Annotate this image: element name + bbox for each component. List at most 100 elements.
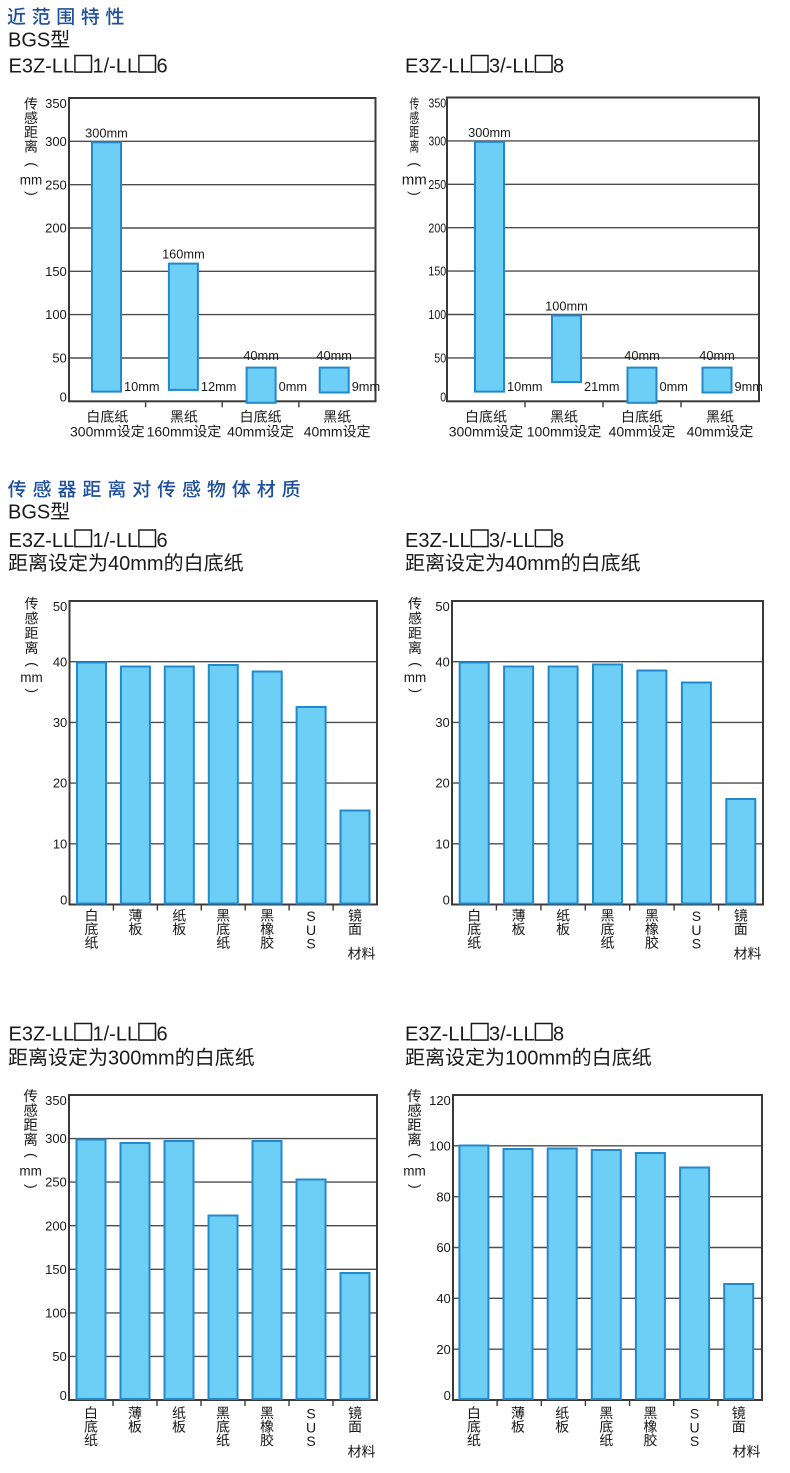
svg-text:S: S	[690, 1433, 699, 1449]
svg-text:(: (	[408, 162, 424, 167]
svg-text:150: 150	[45, 264, 67, 279]
svg-text:60: 60	[436, 1240, 450, 1255]
svg-text:200: 200	[428, 220, 446, 235]
svg-text:(: (	[24, 162, 40, 167]
svg-text:(: (	[408, 1153, 424, 1158]
svg-text:40: 40	[436, 1291, 450, 1306]
svg-text:30: 30	[53, 715, 67, 730]
svg-text:300: 300	[428, 134, 446, 149]
svg-text:0: 0	[60, 1388, 67, 1403]
svg-text:S: S	[690, 1406, 699, 1422]
svg-text:80: 80	[436, 1189, 450, 1204]
svg-text:40mm: 40mm	[227, 423, 266, 439]
svg-text:S: S	[692, 908, 701, 924]
svg-text:1/-LL: 1/-LL	[93, 530, 139, 552]
svg-text:50: 50	[434, 351, 446, 366]
svg-text:50: 50	[52, 351, 66, 366]
svg-text:300: 300	[45, 134, 67, 149]
svg-text:U: U	[690, 1419, 700, 1435]
svg-text:100: 100	[428, 307, 446, 322]
svg-text:E3Z-LL: E3Z-LL	[9, 56, 75, 78]
svg-text:S: S	[306, 908, 315, 924]
svg-text:mm: mm	[20, 670, 43, 685]
svg-text:mm: mm	[404, 670, 427, 685]
svg-text:150: 150	[45, 1262, 67, 1277]
svg-text:mm: mm	[403, 1164, 426, 1179]
svg-text:): )	[24, 1184, 40, 1189]
svg-text:10: 10	[53, 836, 67, 851]
svg-text:300mm: 300mm	[108, 1048, 175, 1070]
svg-text:E3Z-LL: E3Z-LL	[9, 530, 75, 552]
svg-text:300: 300	[45, 1131, 67, 1146]
svg-text:50: 50	[435, 599, 449, 614]
svg-text:40mm: 40mm	[316, 348, 352, 363]
svg-text:250: 250	[45, 1175, 67, 1190]
svg-text:E3Z-LL: E3Z-LL	[405, 1024, 471, 1046]
svg-text:E3Z-LL: E3Z-LL	[405, 56, 471, 78]
svg-text:mm: mm	[19, 1164, 42, 1179]
svg-text:200: 200	[45, 221, 67, 236]
svg-text:100: 100	[429, 1138, 451, 1153]
svg-text:10: 10	[435, 836, 449, 851]
svg-text:40mm: 40mm	[243, 348, 279, 363]
svg-text:50: 50	[53, 599, 67, 614]
svg-text:9mm: 9mm	[735, 379, 763, 394]
svg-text:10mm: 10mm	[507, 379, 543, 394]
svg-text:U: U	[691, 922, 701, 938]
svg-text:350: 350	[45, 1093, 67, 1108]
svg-text:0mm: 0mm	[279, 379, 307, 394]
svg-text:U: U	[306, 1419, 316, 1435]
svg-text:(: (	[24, 1153, 40, 1158]
svg-text:40mm: 40mm	[699, 348, 735, 363]
svg-text:(: (	[408, 662, 424, 667]
svg-text:BGS: BGS	[8, 502, 50, 524]
svg-text:1/-LL: 1/-LL	[93, 1024, 139, 1046]
svg-text:300mm: 300mm	[449, 423, 496, 439]
svg-text:250: 250	[428, 177, 446, 192]
svg-text:100mm: 100mm	[527, 423, 574, 439]
svg-text:10mm: 10mm	[124, 379, 160, 394]
svg-text:100mm: 100mm	[505, 1048, 572, 1070]
svg-text:3/-LL: 3/-LL	[489, 530, 535, 552]
svg-text:1/-LL: 1/-LL	[93, 56, 139, 78]
svg-text:350: 350	[45, 96, 67, 111]
svg-text:200: 200	[45, 1218, 67, 1233]
svg-text:S: S	[306, 1433, 315, 1449]
svg-text:150: 150	[428, 264, 446, 279]
svg-text:8: 8	[553, 1024, 564, 1046]
svg-text:40mm: 40mm	[108, 553, 164, 575]
svg-text:160mm: 160mm	[162, 247, 205, 262]
svg-text:120: 120	[429, 1093, 451, 1108]
svg-text:0: 0	[440, 389, 446, 404]
svg-text:S: S	[306, 935, 315, 951]
svg-text:40mm: 40mm	[609, 423, 648, 439]
svg-text:): )	[408, 1184, 424, 1189]
svg-text:): )	[24, 191, 40, 196]
svg-text:E3Z-LL: E3Z-LL	[9, 1024, 75, 1046]
svg-text:3/-LL: 3/-LL	[489, 1024, 535, 1046]
svg-text:20: 20	[53, 776, 67, 791]
svg-text:BGS: BGS	[8, 30, 50, 52]
svg-text:): )	[408, 688, 424, 693]
svg-text:40: 40	[53, 654, 67, 669]
svg-text:E3Z-LL: E3Z-LL	[405, 530, 471, 552]
svg-text:0mm: 0mm	[660, 379, 688, 394]
svg-text:350: 350	[428, 96, 446, 111]
svg-text:U: U	[306, 922, 316, 938]
svg-text:300mm: 300mm	[468, 125, 511, 140]
svg-text:): )	[408, 191, 424, 196]
svg-text:8: 8	[553, 530, 564, 552]
svg-text:0: 0	[60, 893, 67, 908]
svg-text:): )	[25, 688, 41, 693]
svg-text:mm: mm	[402, 171, 427, 188]
svg-text:(: (	[25, 662, 41, 667]
svg-text:250: 250	[45, 177, 67, 192]
svg-text:30: 30	[435, 715, 449, 730]
svg-text:6: 6	[157, 530, 168, 552]
svg-text:0: 0	[444, 1388, 451, 1403]
svg-text:20: 20	[436, 1342, 450, 1357]
svg-text:9mm: 9mm	[352, 379, 380, 394]
svg-text:40: 40	[435, 654, 449, 669]
svg-text:6: 6	[157, 56, 168, 78]
svg-text:300mm: 300mm	[85, 125, 128, 140]
